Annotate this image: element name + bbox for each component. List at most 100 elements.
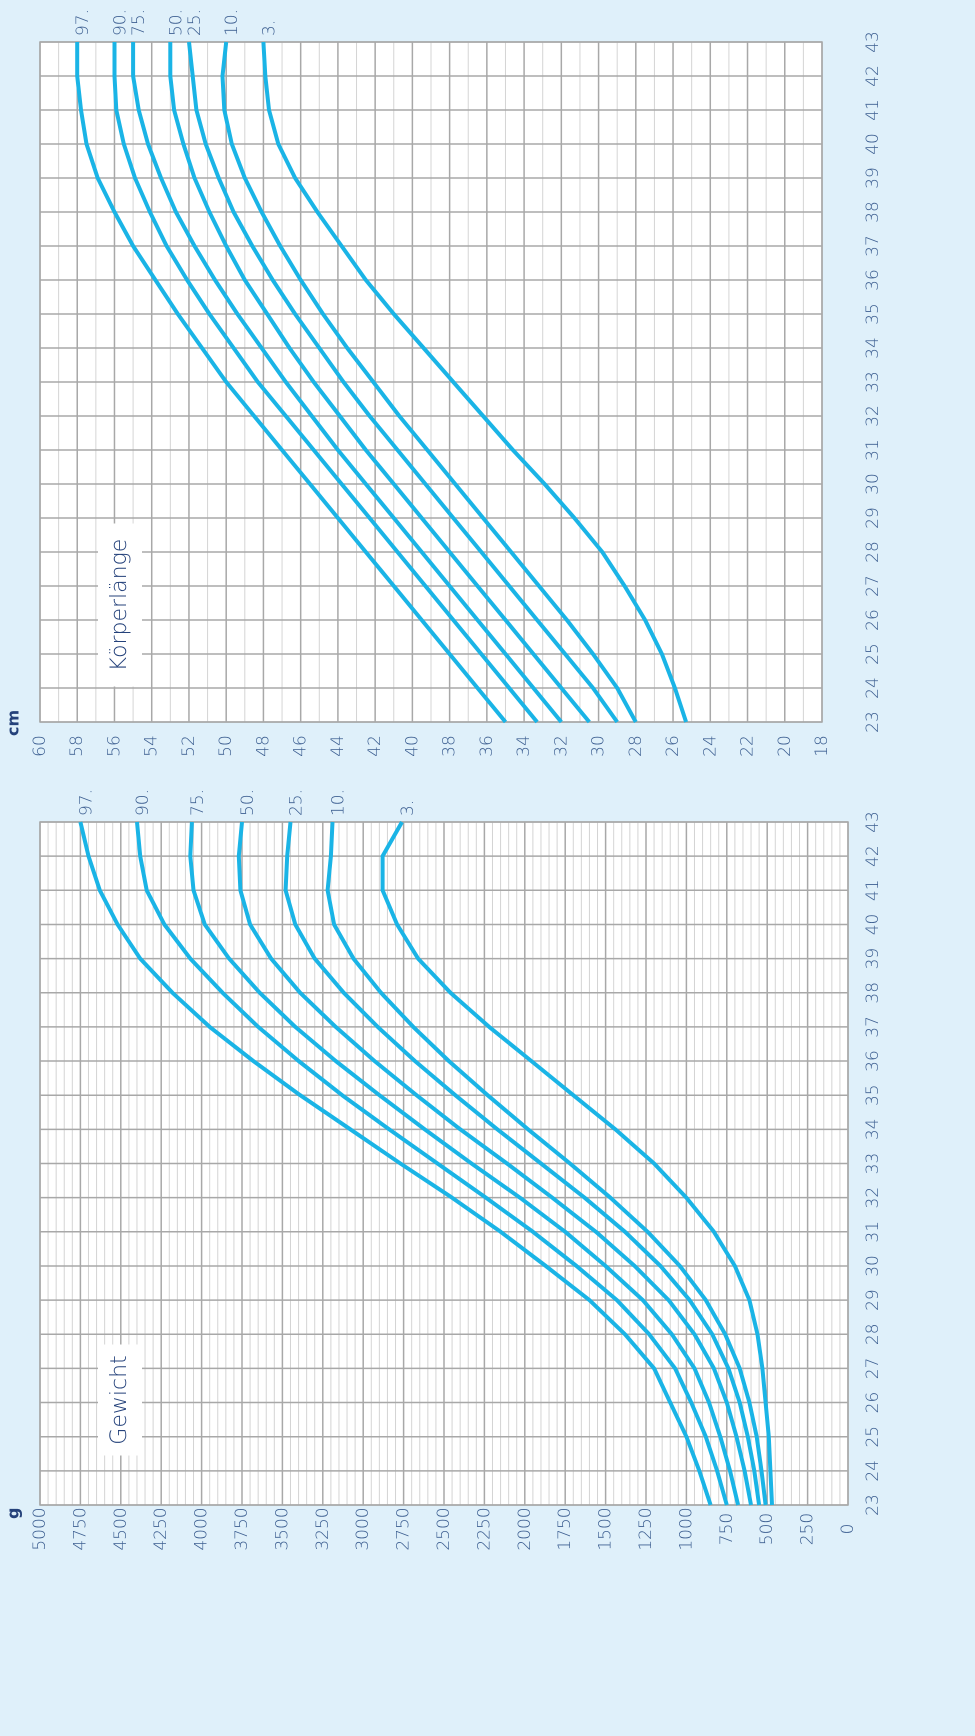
x-tick-label: 33	[863, 371, 883, 393]
x-tick-label: 33	[863, 1153, 883, 1175]
x-tick-label: 35	[863, 1084, 883, 1106]
y-tick-label: 1000	[676, 1507, 696, 1550]
y-tick-label: 1500	[596, 1507, 616, 1550]
series-label: 25.	[185, 9, 205, 36]
y-tick-label: 38	[440, 735, 460, 757]
y-tick-label: 2250	[474, 1507, 494, 1550]
percentile-line	[131, 42, 563, 724]
x-tick-label: 37	[863, 235, 883, 257]
y-tick-label: 26	[663, 735, 683, 757]
series-label: 97.	[73, 9, 93, 36]
series-label: 3.	[398, 800, 418, 816]
y-tick-label: 44	[328, 735, 348, 757]
y-tick-label: 1750	[555, 1507, 575, 1550]
series-label: 10.	[328, 789, 348, 816]
y-tick-label: 4500	[111, 1507, 131, 1550]
y-tick-label: 3250	[313, 1507, 333, 1550]
x-tick-label: 29	[863, 1289, 883, 1311]
y-tick-label: 22	[738, 735, 758, 757]
x-tick-label: 40	[863, 914, 883, 936]
x-tick-label: 28	[863, 541, 883, 563]
x-tick-label: 42	[863, 65, 883, 87]
series-label: 10.	[222, 9, 242, 36]
y-tick-label: 48	[253, 735, 273, 757]
percentile-line	[78, 821, 713, 1506]
y-tick-label: 0	[838, 1524, 858, 1535]
x-tick-label: 40	[863, 133, 883, 155]
y-tick-label: 52	[179, 735, 199, 757]
x-tick-label: 30	[863, 1255, 883, 1277]
y-axis-label: cm	[4, 710, 23, 736]
y-tick-label: 58	[67, 735, 87, 757]
y-tick-label: 36	[477, 735, 497, 757]
y-tick-label: 3000	[353, 1507, 373, 1550]
y-tick-label: 1250	[636, 1507, 656, 1550]
y-tick-label: 28	[626, 735, 646, 757]
x-tick-label: 24	[863, 677, 883, 699]
x-tick-label: 43	[863, 811, 883, 833]
x-tick-label: 23	[863, 711, 883, 733]
x-tick-label: 39	[863, 948, 883, 970]
x-tick-label: 27	[863, 575, 883, 597]
x-tick-label: 31	[863, 439, 883, 461]
y-tick-label: 4000	[192, 1507, 212, 1550]
title-box	[98, 1344, 142, 1456]
y-tick-label: 40	[402, 735, 422, 757]
percentile-line	[75, 42, 508, 724]
percentile-line	[168, 42, 591, 724]
x-tick-label: 42	[863, 845, 883, 867]
x-tick-label: 31	[863, 1221, 883, 1243]
y-tick-label: 500	[757, 1513, 777, 1545]
x-tick-label: 25	[863, 1426, 883, 1448]
x-tick-label: 38	[863, 201, 883, 223]
title-box	[98, 523, 142, 687]
y-tick-label: 250	[798, 1513, 818, 1545]
series-label: 90.	[133, 789, 153, 816]
y-tick-label: 4750	[70, 1507, 90, 1550]
chart-title: Gewicht	[107, 1355, 132, 1444]
x-tick-label: 28	[863, 1323, 883, 1345]
x-tick-label: 32	[863, 1187, 883, 1209]
percentile-line	[283, 821, 762, 1506]
y-tick-label: 2500	[434, 1507, 454, 1550]
percentile-line	[236, 821, 753, 1506]
series-label: 50.	[166, 9, 186, 36]
x-tick-label: 26	[863, 609, 883, 631]
y-tick-label: 50	[216, 735, 236, 757]
x-tick-label: 37	[863, 1016, 883, 1038]
y-axis-label: g	[4, 1508, 23, 1519]
y-tick-label: 24	[700, 735, 720, 757]
series-label: 75.	[129, 9, 149, 36]
x-tick-label: 41	[863, 99, 883, 121]
x-tick-label: 25	[863, 643, 883, 665]
y-tick-label: 34	[514, 735, 534, 757]
y-tick-label: 5000	[30, 1507, 50, 1550]
percentile-line	[187, 41, 619, 724]
y-tick-label: 2000	[515, 1507, 535, 1550]
x-tick-label: 35	[863, 303, 883, 325]
chart-title: Körperlänge	[107, 539, 132, 672]
y-tick-label: 3500	[272, 1507, 292, 1550]
plot-frame	[39, 821, 849, 1506]
y-tick-label: 3750	[232, 1507, 252, 1550]
x-tick-label: 38	[863, 982, 883, 1004]
series-label: 3.	[259, 20, 279, 36]
y-tick-label: 60	[30, 735, 50, 757]
y-tick-label: 56	[104, 735, 124, 757]
x-tick-label: 34	[863, 1119, 883, 1141]
percentile-line	[135, 821, 729, 1506]
x-tick-label: 29	[863, 507, 883, 529]
x-tick-label: 36	[863, 1050, 883, 1072]
series-label: 90.	[110, 9, 130, 36]
y-tick-label: 20	[775, 735, 795, 757]
x-tick-label: 41	[863, 879, 883, 901]
y-tick-label: 4250	[151, 1507, 171, 1550]
percentile-line	[188, 821, 741, 1506]
percentile-line	[261, 41, 688, 723]
series-label: 25.	[286, 789, 306, 816]
y-tick-label: 42	[365, 735, 385, 757]
percentile-line	[112, 42, 539, 724]
y-tick-label: 18	[812, 735, 832, 757]
